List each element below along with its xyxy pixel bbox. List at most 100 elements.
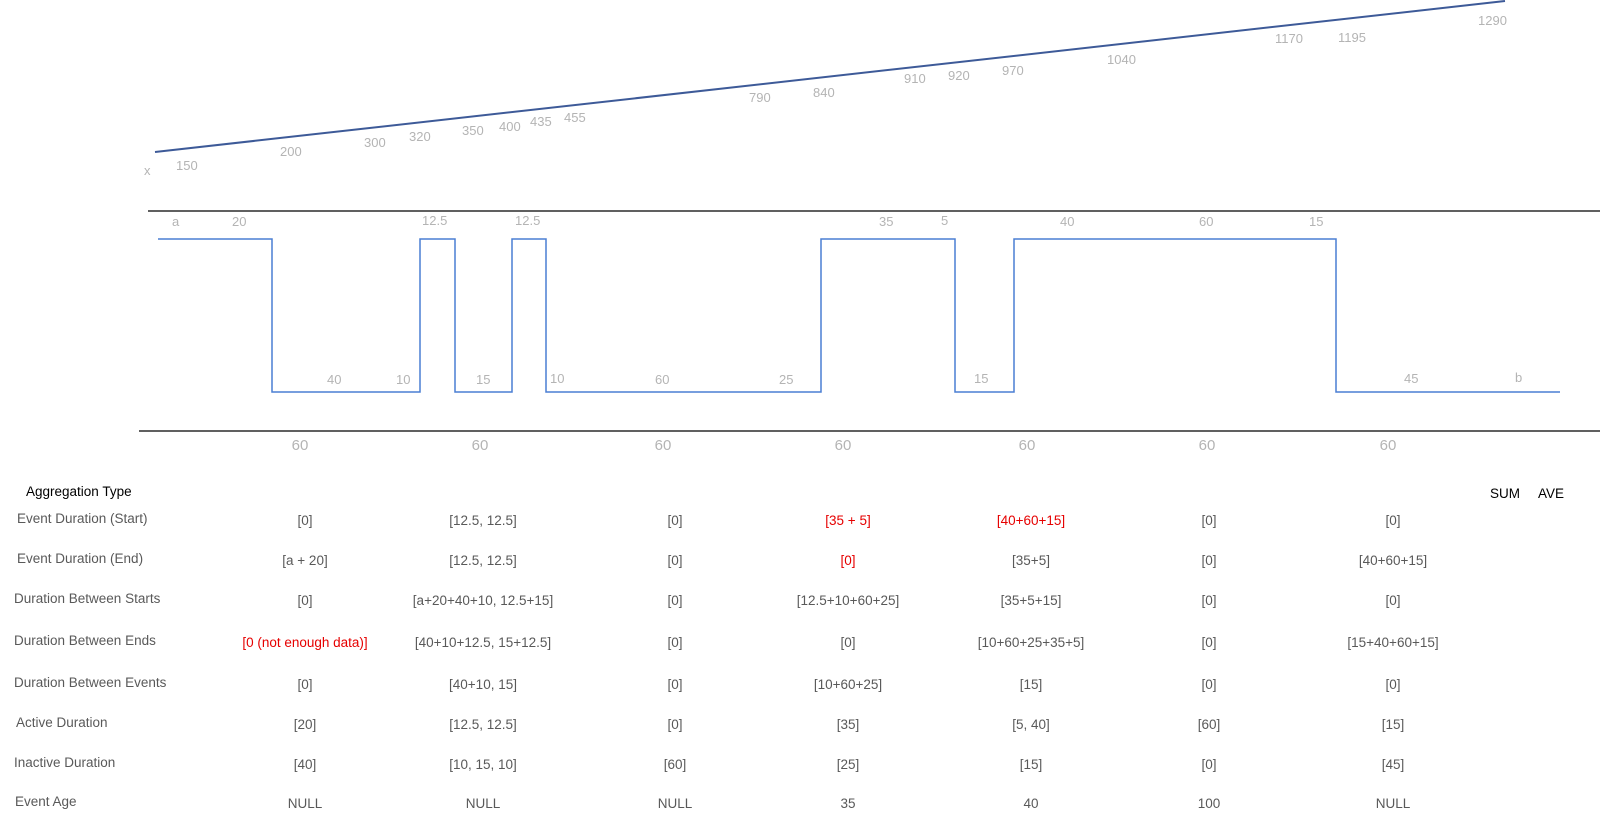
agg-column-ave: AVE: [1538, 486, 1565, 501]
active-duration-label: 12.5: [422, 213, 447, 228]
top-tick-label: 910: [904, 71, 926, 86]
table-cell: [20]: [293, 717, 317, 732]
top-tick-label: 200: [280, 144, 302, 159]
active-duration-label: 35: [879, 214, 893, 229]
table-cell: [40]: [293, 757, 317, 772]
table-cell: [12.5, 12.5]: [449, 513, 517, 528]
row-label: Event Duration (Start): [17, 511, 148, 526]
table-cell: [0]: [667, 553, 683, 568]
row-label: Active Duration: [16, 715, 108, 730]
active-duration-label: 12.5: [515, 213, 540, 228]
table-cell: NULL: [465, 796, 501, 811]
active-duration-label: 20: [232, 214, 246, 229]
cumulative-time-line: [154, 0, 1506, 153]
window-length-label: 60: [655, 437, 672, 454]
window-length-label: 60: [292, 437, 309, 454]
table-cell: [40+60+15]: [1358, 553, 1428, 568]
inactive-duration-label: 15: [476, 372, 490, 387]
top-tick-label: 1040: [1107, 52, 1136, 67]
table-cell: [0]: [667, 635, 683, 650]
inactive-duration-label: 10: [550, 371, 564, 386]
table-cell: [0]: [667, 593, 683, 608]
top-tick-label: 1170: [1275, 31, 1303, 46]
table-cell: [60]: [663, 757, 687, 772]
window-length-label: 60: [835, 437, 852, 454]
inactive-duration-label: 60: [655, 372, 669, 387]
top-tick-label: 150: [176, 158, 198, 173]
x-axis-label: x: [144, 163, 151, 178]
table-cell: [5, 40]: [1012, 717, 1050, 732]
table-cell: [40+10+12.5, 15+12.5]: [414, 635, 552, 650]
top-tick-label: 790: [749, 90, 771, 105]
waveform-start-label: a: [172, 214, 180, 229]
inactive-duration-label: 10: [396, 372, 410, 387]
table-cell: [15+40+60+15]: [1347, 635, 1439, 650]
row-label: Duration Between Events: [14, 675, 167, 690]
row-label: Duration Between Starts: [14, 591, 161, 606]
table-cell: [a + 20]: [282, 553, 328, 568]
table-cell: [35]: [836, 717, 860, 732]
table-cell: [0]: [1385, 513, 1401, 528]
table-cell: [12.5, 12.5]: [449, 553, 517, 568]
table-cell: [0]: [667, 513, 683, 528]
top-tick-label: 435: [530, 114, 552, 129]
top-tick-labels: 150 200 300 320 350 400 435 455 790 840 910 920 970 1…: [176, 13, 1507, 173]
top-tick-label: 920: [948, 68, 970, 83]
table-cell: [15]: [1381, 717, 1405, 732]
table-cell: NULL: [287, 796, 323, 811]
table-cell: [10+60+25]: [813, 677, 883, 692]
table-cell: [35+5]: [1012, 553, 1050, 568]
table-cell: [0]: [1201, 677, 1217, 692]
inactive-duration-label: 25: [779, 372, 793, 387]
top-tick-label: 1195: [1338, 30, 1366, 45]
table-cell: [0]: [667, 717, 683, 732]
event-waveform: [158, 238, 1560, 393]
table-cell: [40+60+15]: [996, 513, 1066, 528]
table-cell: [35 + 5]: [825, 513, 871, 528]
table-cell: [0]: [1201, 757, 1217, 772]
table-cell: [35+5+15]: [1000, 593, 1062, 608]
table-cell: [0]: [840, 553, 856, 568]
table-cell: [0]: [1201, 553, 1217, 568]
active-duration-label: 40: [1060, 214, 1074, 229]
active-duration-label: 5: [941, 213, 948, 228]
table-cell: [0]: [1385, 677, 1401, 692]
active-duration-labels: 20 12.5 12.5 35 5 40 60 15: [232, 213, 1323, 229]
inactive-duration-label: 40: [327, 372, 341, 387]
table-cell: [0]: [1201, 593, 1217, 608]
table-cell: [0]: [1385, 593, 1401, 608]
top-tick-label: 350: [462, 123, 484, 138]
row-label: Event Duration (End): [17, 551, 144, 566]
table-cell: 40: [1023, 796, 1039, 811]
table-cell: NULL: [1375, 796, 1411, 811]
top-tick-label: 1290: [1478, 13, 1507, 28]
active-duration-label: 15: [1309, 214, 1323, 229]
window-length-label: 60: [1019, 437, 1036, 454]
agg-column-sum: SUM: [1490, 486, 1520, 501]
row-label: Event Age: [15, 794, 77, 809]
window-length-label: 60: [472, 437, 489, 454]
inactive-duration-labels: 40 10 15 10 60 25 15 45: [327, 371, 1418, 387]
table-cell: [45]: [1381, 757, 1405, 772]
window-length-label: 60: [1199, 437, 1216, 454]
top-tick-label: 455: [564, 110, 586, 125]
inactive-duration-label: 45: [1404, 371, 1418, 386]
top-tick-label: 970: [1002, 63, 1024, 78]
table-cell: [0]: [840, 635, 856, 650]
table-cell: NULL: [657, 796, 693, 811]
table-cell: [10, 15, 10]: [449, 757, 517, 772]
top-tick-label: 400: [499, 119, 521, 134]
top-tick-label: 840: [813, 85, 835, 100]
table-cell: [0]: [297, 513, 313, 528]
table-cell: [40+10, 15]: [449, 677, 517, 692]
table-cell: 35: [840, 796, 856, 811]
table-cell: [0]: [1201, 635, 1217, 650]
top-tick-label: 320: [409, 129, 431, 144]
row-label: Inactive Duration: [14, 755, 116, 770]
table-cell: [15]: [1019, 757, 1043, 772]
table-cell: [10+60+25+35+5]: [977, 635, 1085, 650]
table-cell: [0]: [667, 677, 683, 692]
table-cell: [15]: [1019, 677, 1043, 692]
